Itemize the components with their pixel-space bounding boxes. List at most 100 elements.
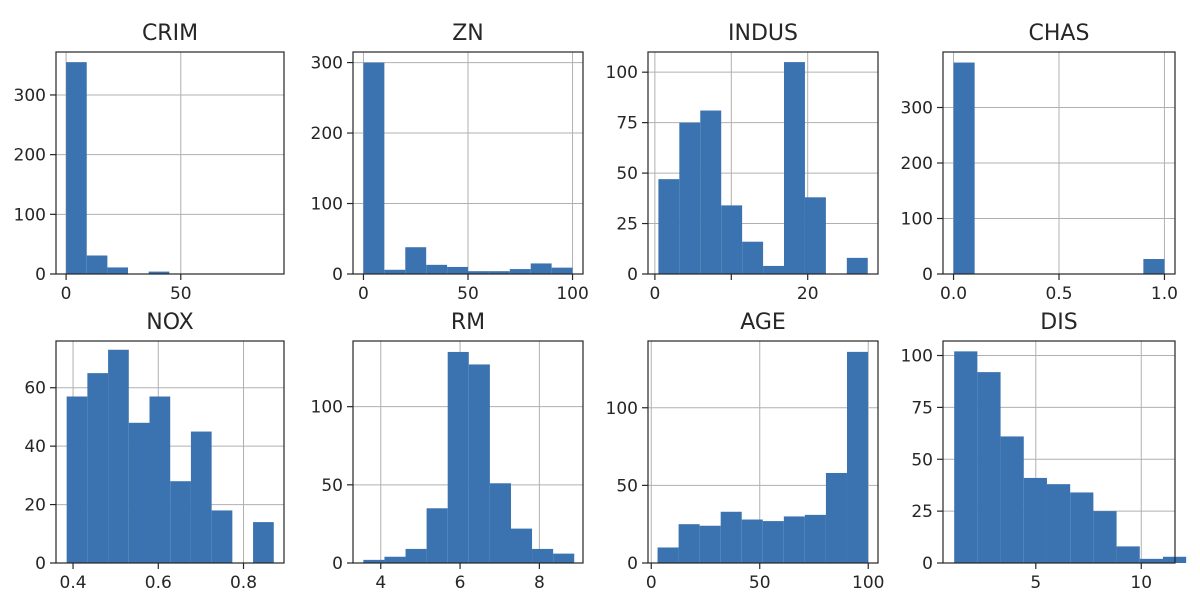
x-tick-label: 8 <box>534 573 545 593</box>
histogram-bar <box>1046 484 1071 563</box>
x-tick-label: 0.8 <box>230 573 257 593</box>
histogram-bar <box>953 62 975 274</box>
histogram-bar <box>405 548 427 563</box>
histogram-bar <box>977 372 1001 563</box>
y-tick-label: 200 <box>14 146 46 166</box>
histogram-bar <box>447 351 469 563</box>
histogram-bar <box>108 349 129 563</box>
histogram-bar <box>700 110 722 274</box>
y-tick-label: 100 <box>311 398 343 418</box>
x-tick-label: 0 <box>649 284 660 304</box>
subplot-nox: 0.4 0.6 0.8 0 20 40 60 NOX <box>24 310 285 593</box>
histogram-bar <box>363 559 385 563</box>
subplot-title: DIS <box>1040 310 1077 335</box>
histogram-bar <box>1093 511 1117 563</box>
y-tick-label: 20 <box>24 496 46 516</box>
subplot-zn: 0 50 100 0 100 200 300 ZN <box>311 21 589 304</box>
histogram-bar <box>509 269 531 274</box>
x-tick-label: 100 <box>852 573 884 593</box>
histogram-bar <box>510 528 533 563</box>
histogram-bar <box>742 241 764 274</box>
y-tick-label: 200 <box>311 124 343 144</box>
subplot-crim: 0 50 0 100 200 300 CRIM <box>14 21 285 304</box>
histogram-bar <box>825 472 847 563</box>
subplot-title: RM <box>451 310 485 335</box>
y-tick-label: 75 <box>911 398 933 418</box>
histogram-bar <box>532 548 554 563</box>
y-tick-label: 100 <box>14 205 46 225</box>
histogram-bar <box>762 521 784 563</box>
histogram-bar <box>678 524 700 563</box>
x-tick-label: 0 <box>358 284 369 304</box>
histogram-bar <box>211 510 233 563</box>
histogram-bar <box>720 511 742 563</box>
subplot-age: 0 50 100 0 50 100 AGE <box>606 310 885 593</box>
histogram-bar <box>553 553 575 563</box>
y-tick-label: 100 <box>901 347 933 367</box>
histogram-bar <box>1143 259 1165 274</box>
histogram-bar <box>1000 436 1024 563</box>
histogram-bar <box>149 396 171 563</box>
histogram-bar <box>846 351 869 563</box>
y-tick-label: 100 <box>311 195 343 215</box>
histogram-bar <box>763 265 785 274</box>
histogram-bar <box>699 525 721 563</box>
histogram-bar <box>405 247 427 274</box>
x-tick-label: 0.5 <box>1045 284 1072 304</box>
histogram-bar <box>1139 558 1163 563</box>
histogram-bar <box>66 62 87 275</box>
axes-frame <box>942 340 1176 564</box>
subplot-title: ZN <box>452 21 484 46</box>
subplot-title: NOX <box>146 310 193 335</box>
histogram-bar <box>107 267 129 274</box>
histogram-bar <box>66 396 88 563</box>
y-tick-label: 0 <box>332 265 343 285</box>
y-tick-label: 0 <box>627 265 638 285</box>
subplot-title: CHAS <box>1029 21 1090 46</box>
histogram-bar <box>783 516 805 563</box>
histogram-bar <box>170 481 191 563</box>
y-tick-label: 50 <box>616 476 638 496</box>
y-tick-label: 0 <box>922 265 933 285</box>
y-tick-label: 25 <box>911 502 933 522</box>
y-tick-label: 200 <box>901 154 933 174</box>
y-tick-label: 300 <box>311 54 343 74</box>
histogram-bar <box>721 205 743 274</box>
histogram-bar <box>384 556 406 563</box>
y-tick-label: 50 <box>911 450 933 470</box>
subplot-rm: 4 6 8 0 50 100 RM <box>311 310 584 593</box>
histogram-bar <box>804 197 826 274</box>
x-tick-label: 50 <box>749 573 771 593</box>
x-tick-label: 1.0 <box>1151 284 1178 304</box>
x-tick-label: 4 <box>375 573 386 593</box>
y-tick-label: 300 <box>14 86 46 106</box>
y-tick-label: 0 <box>922 554 933 574</box>
axes-frame <box>647 51 879 275</box>
histogram-bar <box>551 267 573 274</box>
histogram-bar <box>741 519 763 563</box>
y-tick-label: 100 <box>901 210 933 230</box>
x-tick-label: 10 <box>1130 573 1152 593</box>
subplot-indus: 0 20 0 25 50 75 100 INDUS <box>606 21 879 304</box>
y-tick-label: 300 <box>901 99 933 119</box>
y-tick-label: 40 <box>24 437 46 457</box>
x-tick-label: 50 <box>170 284 192 304</box>
x-tick-label: 100 <box>556 284 588 304</box>
y-tick-label: 60 <box>24 379 46 399</box>
x-tick-label: 0.6 <box>145 573 172 593</box>
histogram-bar <box>87 373 109 563</box>
x-tick-label: 20 <box>797 284 819 304</box>
histogram-bar <box>679 122 701 275</box>
axes-frame <box>352 340 584 564</box>
histogram-bar <box>128 422 150 563</box>
histogram-bar <box>426 508 448 563</box>
x-tick-label: 5 <box>1030 573 1041 593</box>
y-tick-label: 75 <box>616 114 638 134</box>
histogram-bar <box>447 266 468 274</box>
axes-frame <box>55 51 285 275</box>
histogram-bar <box>363 62 385 275</box>
y-tick-label: 50 <box>321 476 343 496</box>
histogram-bar <box>468 364 490 563</box>
y-tick-label: 0 <box>332 554 343 574</box>
